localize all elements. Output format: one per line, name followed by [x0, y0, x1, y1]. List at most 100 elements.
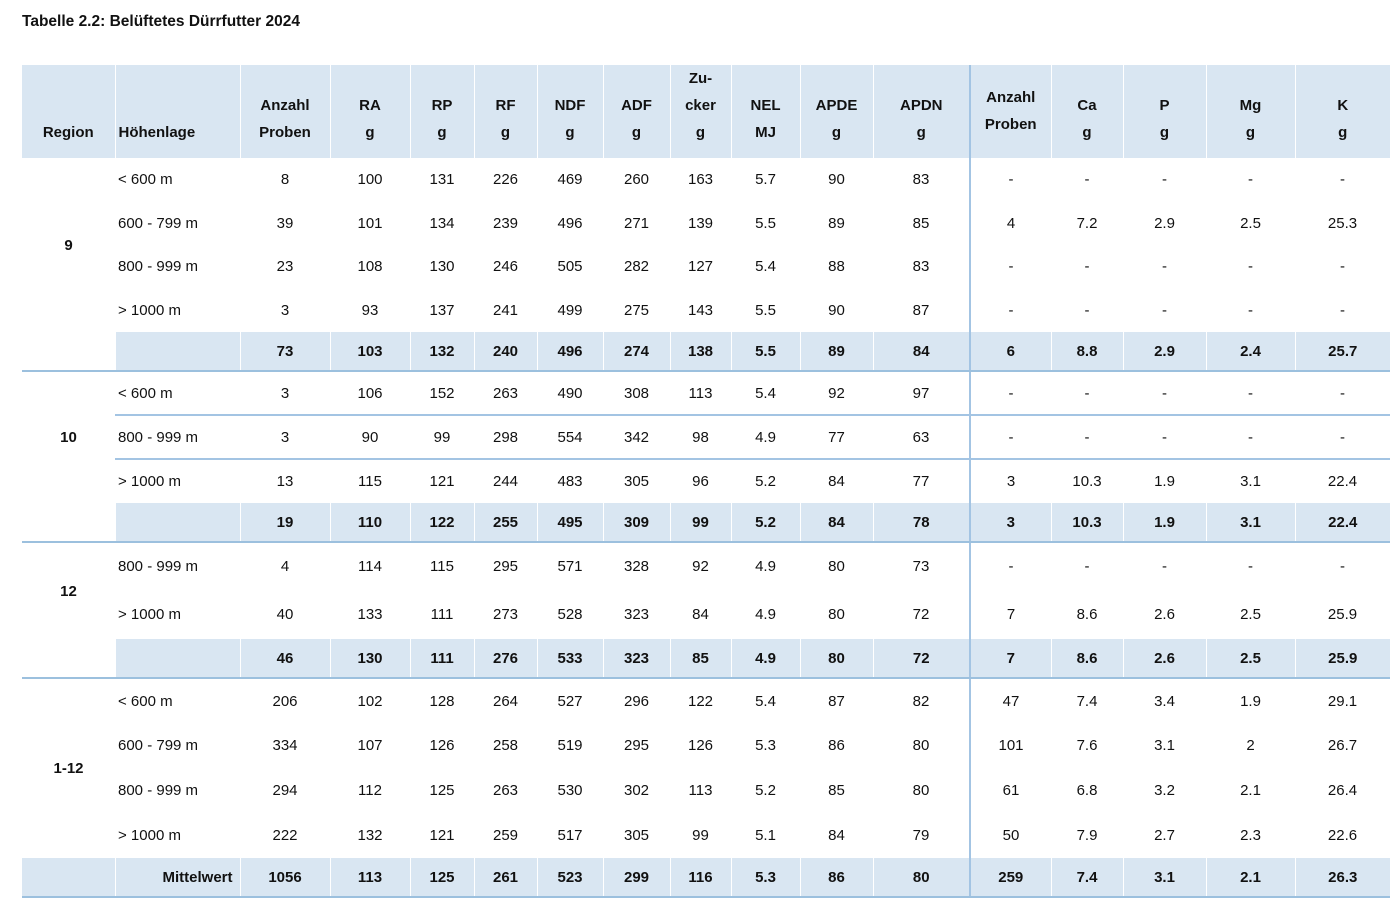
apde-cell: 87: [828, 692, 845, 710]
ndf-cell: 496: [557, 214, 583, 232]
zucker-cell: 99: [692, 827, 709, 844]
apde-cell: 86: [800, 858, 874, 898]
adf-cell: 323: [603, 639, 671, 679]
adf-cell: 260: [623, 171, 650, 189]
mg-cell: 2.5: [1206, 639, 1296, 679]
table-row: > 1000 m 40 133 111 273 528 323 84 4.9 80 72 7 8.6 2.…: [22, 590, 1390, 639]
rf-cell: 244: [474, 458, 537, 503]
anzahl-proben-2-cell: -: [969, 158, 1051, 202]
anzahl-proben-cell: 40: [276, 606, 294, 624]
header-label-line: APDN: [899, 97, 943, 114]
zucker-cell: 85: [670, 639, 732, 679]
hoehenlage-cell: 800 - 999 m: [118, 558, 199, 576]
header-cell-nel: NEL MJ: [731, 65, 801, 158]
apde-cell: 85: [828, 782, 845, 799]
ca-cell: 7.9: [1076, 827, 1098, 844]
apde-cell: 84: [800, 458, 873, 503]
region-summary-row: 73 103 132 240 496 274 138 5.5 89 84 6 8.8 2.9 2.4 25.…: [22, 332, 1390, 372]
nel-cell: 5.5: [755, 214, 776, 232]
anzahl-proben-2-cell: -: [969, 414, 1051, 459]
rp-cell: 121: [429, 827, 455, 844]
p-cell: -: [1162, 301, 1167, 319]
adf-cell: 323: [623, 606, 650, 624]
adf-cell: 328: [623, 558, 650, 576]
header-label-line: MJ: [755, 124, 776, 141]
apdn-cell: 80: [873, 858, 971, 898]
p-cell: -: [1162, 384, 1167, 402]
header-label-line: cker: [685, 97, 716, 114]
ca-cell: 7.4: [1051, 858, 1124, 898]
mg-cell: 2.1: [1206, 858, 1296, 898]
nel-cell: 5.3: [731, 858, 801, 898]
ra-cell: 133: [357, 606, 383, 624]
adf-cell: 309: [603, 503, 671, 543]
mg-cell: -: [1248, 258, 1253, 276]
k-cell: 22.4: [1295, 503, 1390, 543]
header-label-line: Region: [42, 124, 94, 141]
hoehenlage-cell: 600 - 799 m: [118, 214, 199, 232]
zucker-cell: 84: [692, 606, 709, 624]
p-cell: 2.9: [1123, 332, 1207, 372]
anzahl-proben-2-cell: 4: [969, 201, 1051, 245]
apdn-cell: 72: [912, 606, 930, 624]
zucker-cell: 113: [688, 782, 713, 799]
apdn-cell: 97: [912, 384, 930, 402]
k-cell: -: [1295, 414, 1390, 459]
k-cell: 25.9: [1295, 639, 1390, 679]
nel-cell: 5.4: [755, 384, 776, 402]
nel-cell: 5.2: [755, 782, 776, 799]
ca-cell: -: [1084, 301, 1090, 319]
rp-cell: 125: [429, 782, 455, 799]
rp-cell: 126: [429, 737, 455, 754]
header-label-line: NEL: [750, 97, 781, 114]
region-cell: 1-12: [22, 678, 115, 858]
apde-cell: 89: [800, 332, 874, 372]
header-cell-region: Region: [22, 65, 116, 158]
anzahl-proben-cell: 8: [280, 171, 290, 189]
rf-cell: 261: [474, 858, 538, 898]
hoehenlage-cell: < 600 m: [118, 692, 173, 710]
ca-cell: 7.6: [1076, 737, 1098, 754]
zucker-cell: 122: [687, 692, 714, 710]
zucker-cell: 126: [687, 737, 714, 754]
nel-cell: 5.5: [755, 301, 776, 319]
anzahl-proben-2-cell: 61: [969, 768, 1051, 813]
header-label-line: Ca: [1077, 97, 1097, 114]
ca-cell: -: [1084, 171, 1090, 189]
header-label-line: g: [500, 124, 511, 141]
table-row: 800 - 999 m 294 112 125 263 530 302 113 5.2 85 80 6…: [22, 768, 1390, 813]
ra-cell: 115: [330, 458, 410, 503]
apde-cell: 80: [800, 639, 874, 679]
ndf-cell: 523: [537, 858, 604, 898]
apde-cell: 80: [828, 558, 845, 576]
apdn-cell: 80: [912, 782, 930, 799]
mg-cell: 2.3: [1240, 827, 1261, 844]
apde-cell: 92: [828, 384, 845, 402]
table-row: > 1000 m 222 132 121 259 517 305 99 5.1 84 79 50 7.9…: [22, 813, 1390, 858]
table-title: Tabelle 2.2: Belüftetes Dürrfutter 2024: [22, 13, 300, 30]
nel-cell: 4.9: [755, 558, 776, 576]
anzahl-proben-2-cell: 50: [969, 813, 1051, 858]
rf-cell: 295: [492, 558, 519, 576]
mg-cell: 3.1: [1206, 503, 1296, 543]
p-cell: -: [1123, 414, 1206, 459]
ra-cell: 130: [330, 639, 411, 679]
zucker-cell: 163: [687, 171, 714, 189]
rp-cell: 132: [410, 332, 475, 372]
mg-cell: 3.1: [1206, 458, 1295, 503]
header-label-line: g: [1338, 124, 1348, 141]
mittelwert-row: Mittelwert 1056 113 125 261 523 299 116 5.3 86 80 2…: [22, 858, 1390, 898]
apdn-cell: 87: [912, 301, 930, 319]
ra-cell: 114: [358, 558, 382, 576]
hoehenlage-cell: < 600 m: [118, 171, 173, 189]
apdn-cell: 77: [873, 458, 970, 503]
header-label-line: RA: [359, 97, 381, 114]
p-cell: 1.9: [1123, 503, 1207, 543]
k-cell: 26.4: [1327, 782, 1358, 799]
rf-cell: 298: [474, 414, 537, 459]
hoehenlage-cell: > 1000 m: [118, 827, 181, 844]
anzahl-proben-2-cell: 7: [969, 639, 1052, 679]
table-body: 9 < 600 m 8 100 131 226 469 260 163 5.7 90 83- - - - -6…: [22, 158, 1390, 898]
region-cell: 12: [22, 542, 115, 639]
header-cell-apde: APDE g: [800, 65, 874, 158]
